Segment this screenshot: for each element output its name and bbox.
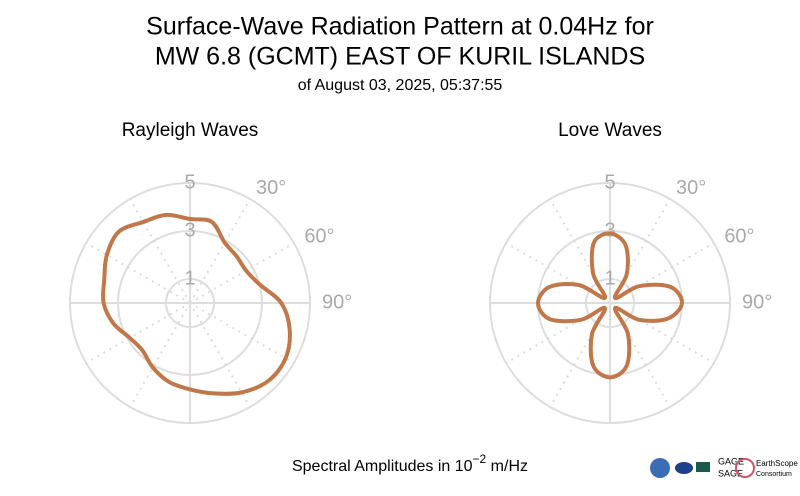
spoke	[609, 198, 671, 304]
title-line: Surface-Wave Radiation Pattern at 0.04Hz…	[146, 13, 654, 41]
footer-sup: −2	[473, 452, 487, 466]
logo-nsf	[650, 458, 670, 478]
r-tick-label: 5	[184, 171, 195, 193]
r-tick-label: 3	[604, 219, 615, 241]
theta-tick-label: 90°	[742, 291, 772, 313]
spoke	[189, 198, 251, 304]
logo-text: SAGE	[718, 468, 743, 478]
theta-tick-label: 30°	[256, 177, 286, 199]
spoke	[609, 242, 715, 304]
ring	[165, 278, 215, 328]
footer: Spectral Amplitudes in 10−2 m/Hz	[292, 452, 528, 475]
subplot-title: Rayleigh Waves	[122, 120, 259, 141]
ring	[585, 278, 635, 328]
subplot-title: Love Waves	[558, 120, 662, 141]
r-tick-label: 5	[604, 171, 615, 193]
logos: GAGE SAGE EarthScope Consortium	[650, 456, 798, 478]
pattern-line	[535, 231, 684, 380]
spoke	[549, 198, 611, 304]
r-tick-label: 1	[604, 267, 615, 289]
spoke	[505, 242, 611, 304]
title-line: MW 6.8 (GCMT) EAST OF KURIL ISLANDS	[155, 43, 645, 71]
footer-text: Spectral Amplitudes in 10	[292, 458, 473, 475]
logo-text: EarthScope	[756, 459, 798, 468]
logo-text: Consortium	[756, 471, 792, 478]
logo-usgs	[696, 462, 710, 472]
r-tick-label: 1	[184, 267, 195, 289]
spoke	[189, 242, 295, 304]
theta-tick-label: 60°	[724, 225, 754, 247]
theta-tick-label: 30°	[676, 177, 706, 199]
ring	[117, 230, 263, 376]
pattern-line	[100, 212, 292, 396]
r-tick-label: 3	[184, 219, 195, 241]
ring	[489, 182, 731, 424]
spoke	[609, 302, 715, 364]
ring	[69, 182, 311, 424]
spoke	[85, 302, 191, 364]
spoke	[85, 242, 191, 304]
logo-text: GAGE	[718, 456, 744, 466]
logo-es	[735, 458, 755, 478]
spoke	[505, 302, 611, 364]
footer-after: m/Hz	[486, 458, 528, 475]
theta-tick-label: 60°	[304, 225, 334, 247]
subtitle: of August 03, 2025, 05:37:55	[298, 77, 503, 94]
spoke	[129, 198, 191, 304]
spoke	[189, 302, 295, 364]
spoke	[549, 302, 611, 408]
logo-nasa	[675, 462, 693, 474]
spoke	[189, 302, 251, 408]
spoke	[129, 302, 191, 408]
spoke	[609, 302, 671, 408]
theta-tick-label: 90°	[322, 291, 352, 313]
